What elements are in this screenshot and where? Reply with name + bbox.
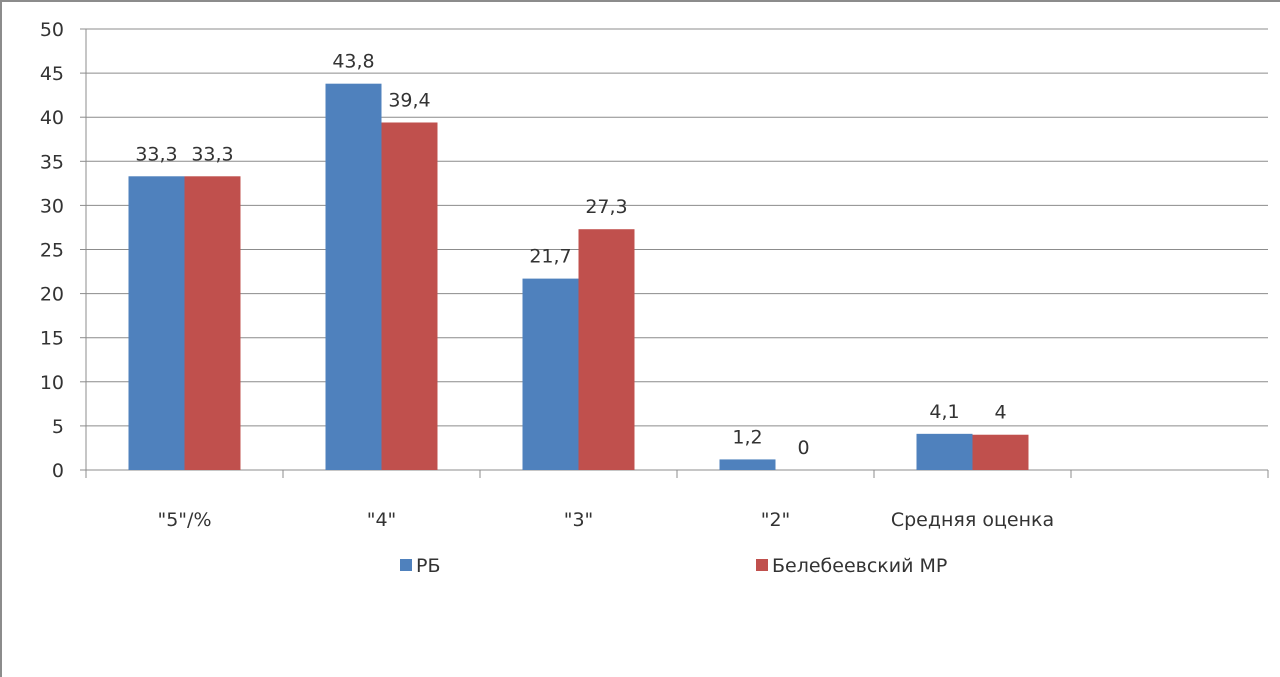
legend-label: РБ: [416, 555, 441, 577]
bar-belebeevsky-1: [381, 122, 438, 470]
y-tick-label: 35: [40, 151, 64, 173]
y-tick-label: 25: [40, 240, 64, 262]
data-label: 33,3: [191, 143, 233, 165]
category-label: "3": [564, 509, 594, 531]
y-tick-label: 45: [40, 63, 64, 85]
y-tick-label: 0: [52, 460, 64, 482]
bar-rb-3: [719, 459, 776, 470]
data-label: 4: [994, 402, 1006, 424]
y-tick-label: 5: [52, 416, 64, 438]
y-tick-label: 50: [40, 19, 64, 41]
category-label: "4": [367, 509, 397, 531]
legend-label: Белебеевский МР: [772, 555, 947, 577]
category-label: "5"/%: [157, 509, 211, 531]
data-label: 21,7: [529, 246, 571, 268]
category-label: Средняя оценка: [891, 509, 1054, 531]
data-label: 1,2: [732, 426, 762, 448]
y-tick-label: 10: [40, 372, 64, 394]
legend-swatch: [756, 559, 768, 571]
data-label: 0: [797, 437, 809, 459]
bar-rb-2: [522, 278, 579, 470]
data-label: 39,4: [388, 89, 430, 111]
data-label: 43,8: [332, 51, 374, 73]
category-label: "2": [761, 509, 791, 531]
data-label: 33,3: [135, 143, 177, 165]
y-tick-label: 20: [40, 284, 64, 306]
bar-rb-4: [916, 433, 973, 470]
bar-belebeevsky-4: [972, 434, 1029, 470]
legend-swatch: [400, 559, 412, 571]
y-tick-label: 30: [40, 195, 64, 217]
bar-rb-1: [325, 83, 382, 471]
y-tick-label: 40: [40, 107, 64, 129]
data-label: 4,1: [929, 401, 959, 423]
bar-belebeevsky-0: [184, 176, 241, 470]
bar-rb-0: [128, 176, 185, 470]
data-label: 27,3: [585, 196, 627, 218]
bar-belebeevsky-2: [578, 229, 635, 470]
y-tick-label: 15: [40, 328, 64, 350]
